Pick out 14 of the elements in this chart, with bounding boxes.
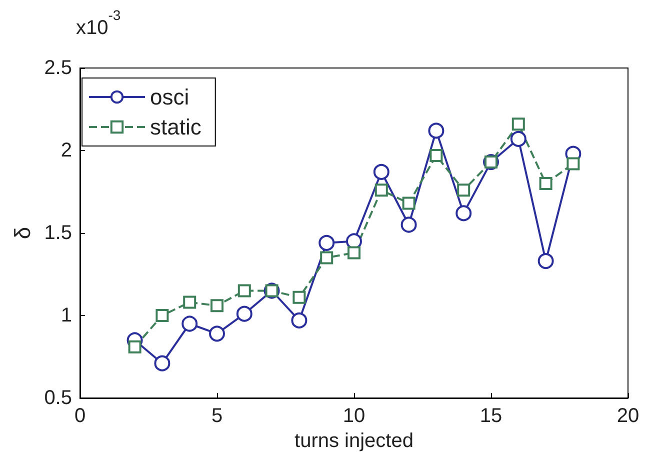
x-tick-label: 10 bbox=[342, 405, 366, 427]
legend-label: osci bbox=[150, 84, 190, 110]
y-tick-label: 1.5 bbox=[44, 222, 72, 244]
y-tick-label: 2.5 bbox=[44, 57, 72, 79]
y-axis-title: δ bbox=[10, 226, 35, 240]
y-tick-label: 0.5 bbox=[44, 387, 72, 409]
x-tick-label: 15 bbox=[480, 405, 502, 427]
x-tick-label: 5 bbox=[211, 405, 223, 427]
x-axis-title: turns injected bbox=[294, 430, 414, 452]
x-tick-label: 20 bbox=[616, 405, 640, 427]
x-tick-label: 0 bbox=[74, 405, 86, 427]
y-tick-label: 2 bbox=[60, 140, 72, 162]
legend-label: static bbox=[150, 114, 202, 140]
y-tick-label: 1 bbox=[60, 304, 72, 326]
